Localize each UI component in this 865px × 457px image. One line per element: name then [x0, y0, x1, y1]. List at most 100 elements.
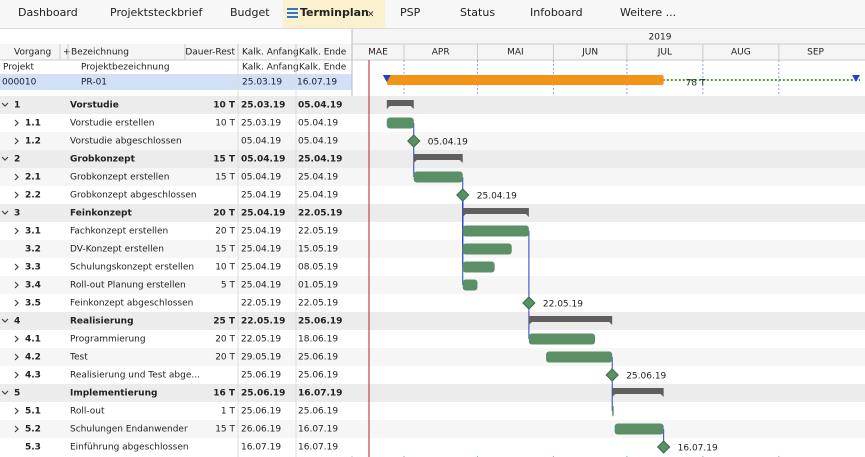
expand-chevron[interactable]	[1, 156, 9, 161]
row-id[interactable]: 2.2	[25, 191, 41, 201]
task-bar[interactable]	[614, 423, 664, 435]
task-bar[interactable]	[462, 261, 495, 273]
tab[interactable]: Projektsteckbrief	[110, 6, 204, 19]
expand-chevron[interactable]	[14, 119, 19, 127]
row-id[interactable]: 2	[14, 155, 20, 165]
column-header[interactable]: Vorgang	[14, 48, 51, 58]
row-end: 22.05.19	[298, 209, 342, 219]
task-bar[interactable]	[462, 225, 529, 237]
row-id[interactable]: 1.1	[25, 119, 41, 129]
expand-chevron[interactable]	[1, 390, 9, 395]
row-name: Schulungskonzept erstellen	[70, 263, 194, 273]
row-end: 25.06.19	[298, 407, 338, 417]
column-header[interactable]: +	[63, 48, 71, 58]
row-duration: 25 T	[213, 317, 236, 327]
milestone[interactable]	[456, 188, 470, 202]
expand-chevron[interactable]	[14, 425, 19, 433]
tab[interactable]: Dashboard	[18, 6, 78, 19]
column-header[interactable]: Dauer-Rest	[185, 48, 235, 58]
row-id[interactable]: 1.2	[25, 137, 41, 147]
expand-chevron[interactable]	[14, 173, 19, 181]
row-duration: 15 T	[213, 155, 236, 165]
tab[interactable]: Weitere ...	[620, 6, 676, 19]
row-id[interactable]: 3.1	[25, 227, 41, 237]
task-bar[interactable]	[546, 351, 613, 363]
row-start: 16.07.19	[241, 443, 281, 453]
row-end: 15.05.19	[298, 245, 338, 255]
project-end: 16.07.19	[297, 78, 337, 88]
month: APR	[432, 48, 450, 58]
expand-chevron[interactable]	[14, 335, 19, 343]
row-start: 25.04.19	[241, 227, 281, 237]
milestone[interactable]	[656, 440, 671, 454]
row-id[interactable]: 1	[14, 101, 20, 111]
summary-bar	[528, 316, 613, 325]
row-id[interactable]: 2.1	[25, 173, 41, 183]
expand-chevron[interactable]	[1, 318, 9, 323]
expand-chevron[interactable]	[14, 299, 19, 307]
expand-chevron[interactable]	[1, 102, 9, 107]
task-bar[interactable]	[528, 333, 596, 345]
task-bar[interactable]	[462, 279, 478, 291]
expand-chevron[interactable]	[14, 353, 19, 361]
row-id[interactable]: 3	[14, 209, 20, 219]
row-end: 25.04.19	[298, 173, 338, 183]
task-bar[interactable]	[386, 117, 414, 129]
row-id[interactable]: 3.4	[25, 281, 41, 291]
column-header[interactable]: Bezeichnung	[71, 48, 129, 58]
row-end: 05.04.19	[298, 137, 338, 147]
tab[interactable]: Budget	[230, 6, 270, 19]
row-id[interactable]: 3.2	[25, 245, 41, 255]
column-header[interactable]: Kalk. Anfang	[242, 48, 299, 58]
task-bar[interactable]	[462, 243, 512, 255]
task-bar[interactable]	[413, 171, 463, 183]
expand-chevron[interactable]	[14, 281, 19, 289]
row-name: Vorstudie erstellen	[70, 119, 154, 129]
row-end: 16.07.19	[298, 389, 342, 399]
row-start: 05.04.19	[241, 155, 285, 165]
tab[interactable]: Terminplan	[300, 6, 369, 19]
row-bg	[0, 294, 865, 312]
row-duration: 15 T	[215, 173, 235, 183]
row-id[interactable]: 5.2	[25, 425, 41, 435]
row-id[interactable]: 3.5	[25, 299, 41, 309]
milestone[interactable]	[407, 134, 421, 148]
row-end: 25.06.19	[298, 371, 338, 381]
month: MAE	[368, 48, 388, 58]
project-row-bg	[0, 74, 352, 90]
row-id[interactable]: 5.1	[25, 407, 41, 417]
expand-chevron[interactable]	[14, 191, 19, 199]
row-start: 25.03.19	[241, 119, 281, 129]
row-start: 22.05.19	[241, 299, 281, 309]
row-start: 22.05.19	[241, 317, 285, 327]
row-duration: 20 T	[215, 227, 235, 237]
expand-chevron[interactable]	[14, 407, 19, 415]
milestone[interactable]	[522, 296, 536, 310]
expand-chevron[interactable]	[14, 227, 19, 235]
year: 2019	[649, 33, 672, 43]
row-id[interactable]: 5	[14, 389, 20, 399]
row-id[interactable]: 5.3	[25, 443, 41, 453]
subheader: Kalk. Ende	[299, 63, 347, 73]
row-name: Einführung abgeschlossen	[70, 443, 189, 453]
row-id[interactable]: 4.3	[25, 371, 41, 381]
row-id[interactable]: 4.2	[25, 353, 41, 363]
row-id[interactable]: 4	[14, 317, 20, 327]
column-header[interactable]: Kalk. Ende	[299, 48, 347, 58]
row-bg	[0, 96, 865, 114]
row-id[interactable]: 3.3	[25, 263, 41, 273]
row-id[interactable]: 4.1	[25, 335, 41, 345]
expand-chevron[interactable]	[14, 137, 19, 145]
tab[interactable]: PSP	[400, 6, 421, 19]
row-bg	[0, 204, 865, 222]
project-start-marker	[382, 75, 391, 82]
tab[interactable]: Infoboard	[530, 6, 583, 19]
expand-chevron[interactable]	[14, 263, 19, 271]
milestone[interactable]	[605, 368, 619, 382]
expand-chevron[interactable]	[1, 210, 9, 215]
task-bar[interactable]	[612, 405, 614, 417]
tab[interactable]: Status	[460, 6, 495, 19]
summary-bar	[413, 154, 463, 163]
subheader: Projektbezeichnung	[81, 63, 170, 73]
expand-chevron[interactable]	[14, 371, 19, 379]
